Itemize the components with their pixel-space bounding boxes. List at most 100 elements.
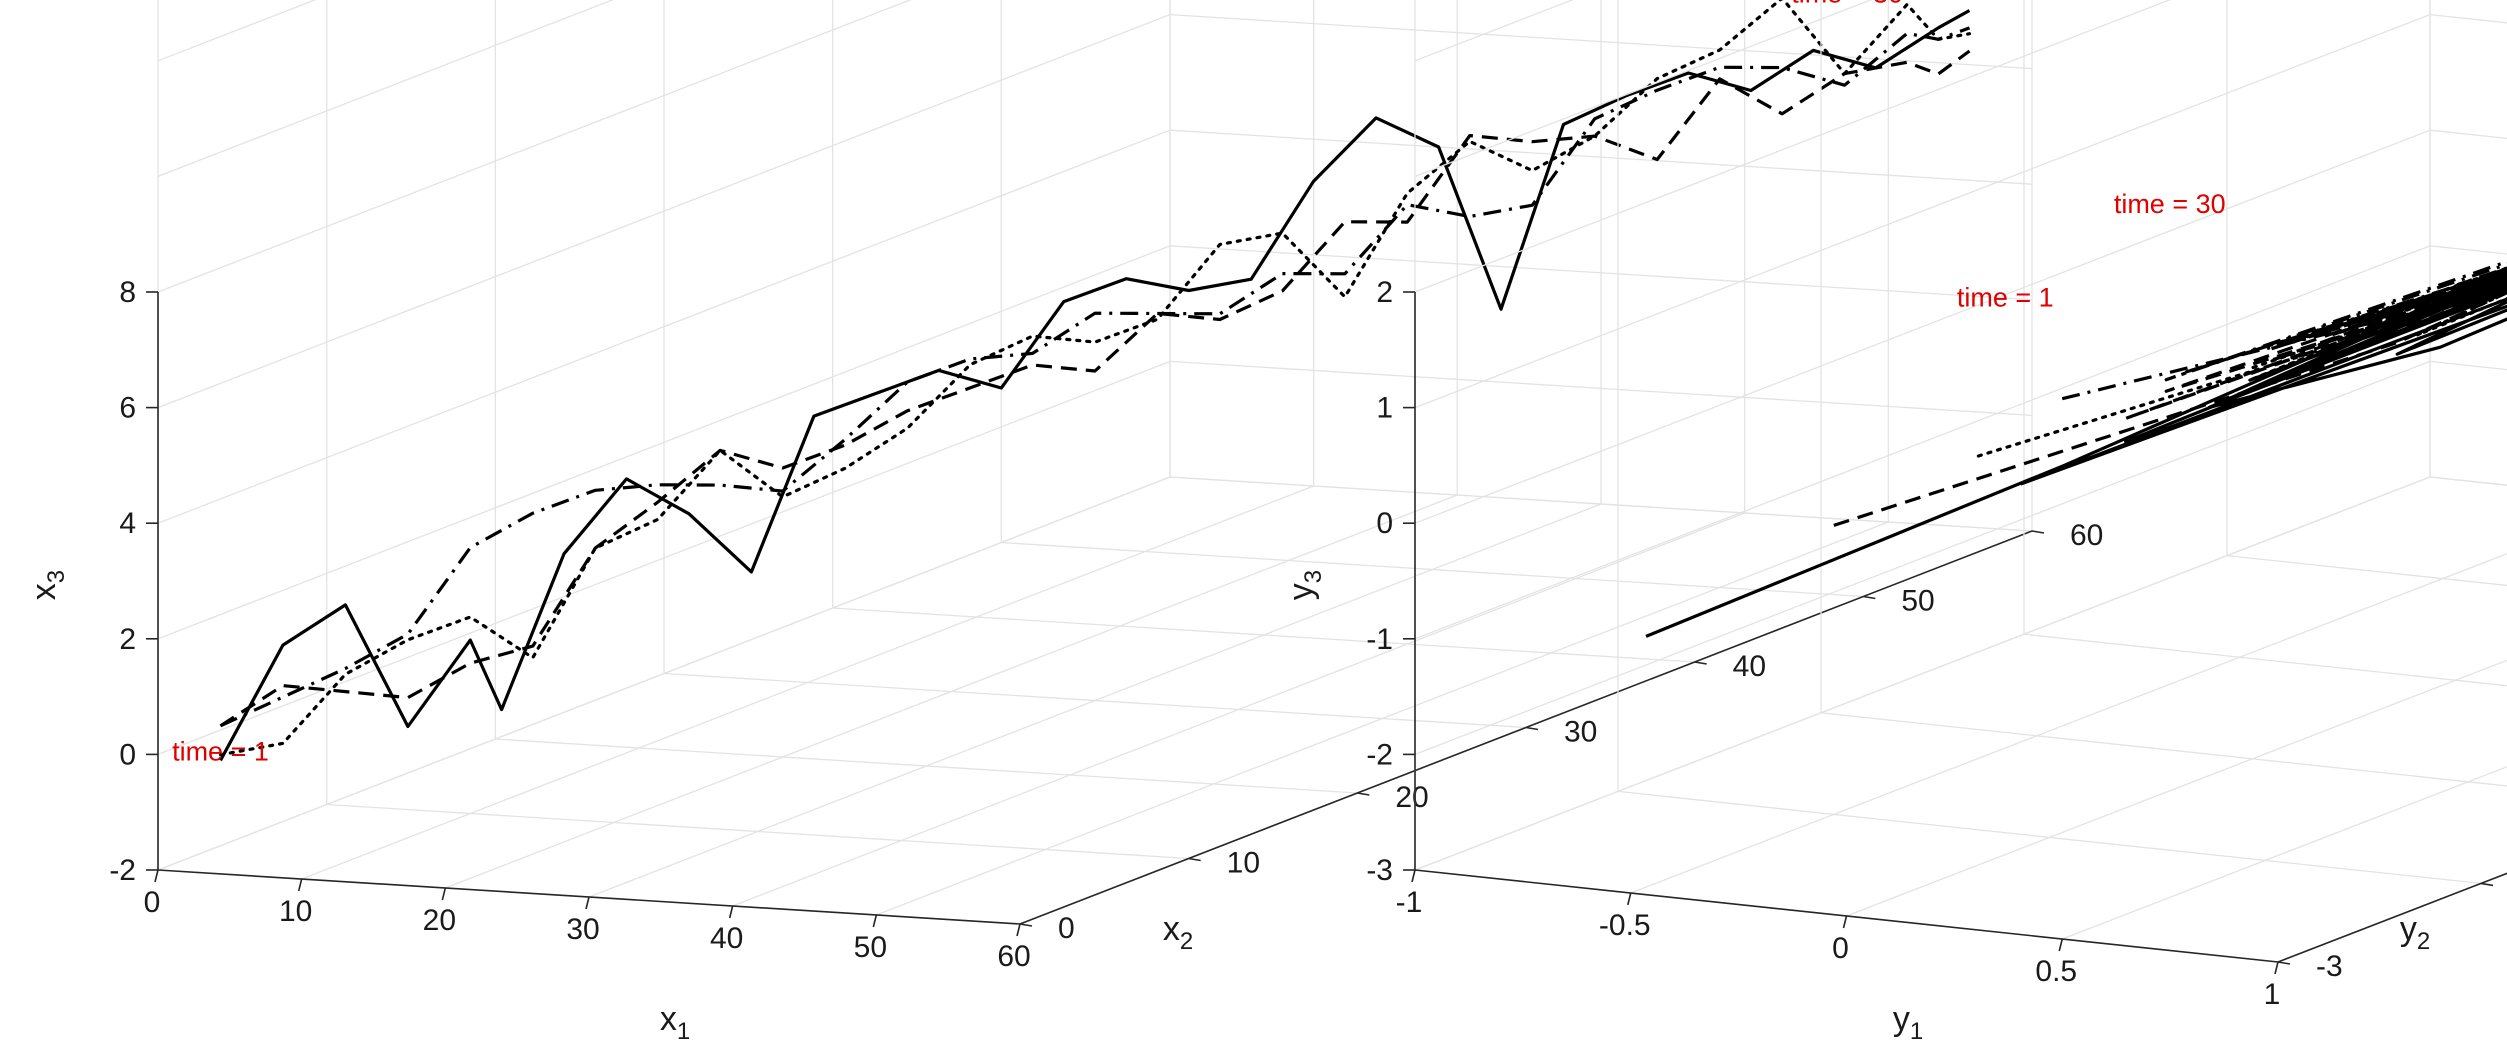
floor-gridline [663,672,1527,729]
x-tick-mark [2274,961,2279,975]
z-tick-label: 2 [1376,276,1393,309]
series-line-dotted [218,0,1972,757]
side-wall-gridline [1414,245,2431,640]
y-tick-mark [1863,595,1876,600]
z-tick-label: 4 [119,507,136,540]
side-wall-gridline [157,476,1171,871]
x-tick-label: 0.5 [2035,955,2077,988]
floor-gridline [1820,712,2507,787]
floor-gridline [1630,553,2507,894]
y-tick-mark [2031,530,2045,534]
y-axis-label-subscript: 2 [2417,928,2430,955]
y-tick-label: 60 [2070,519,2103,552]
side-wall-gridline [157,129,1171,524]
back-wall-gridline [2429,476,2507,486]
floor-gridline [832,607,1695,663]
x-axis-label-main: y [1893,1000,1910,1038]
x-tick-label: 40 [710,922,743,955]
back-wall-gridline [1169,360,2033,417]
z-tick-label: -2 [1366,738,1393,771]
z-axis-label-main: y [1282,583,1320,600]
x-tick-label: 50 [854,931,887,964]
x-tick-mark [585,896,590,910]
y-tick-mark [1019,923,1033,927]
y-tick-mark [2277,961,2291,965]
y-axis-line [2277,872,2507,963]
floor-gridline [2429,476,2507,486]
back-wall-gridline [2429,360,2507,371]
x-tick-label: 0 [144,886,161,919]
time-annotation: time = 30 [2114,189,2226,219]
z-axis-label-subscript: 3 [43,570,70,583]
x-tick-mark [441,887,447,901]
z-tick-label: 2 [119,623,136,656]
x-tick-mark [872,914,878,928]
x-axis-label-subscript: 1 [1910,1018,1923,1045]
z-axis-label-subscript: 3 [1300,570,1327,583]
x-tick-mark [728,905,734,919]
x-tick-mark [1016,923,1021,937]
side-wall-gridline [157,0,912,293]
z-tick-label: -2 [109,854,136,887]
x-tick-label: 20 [423,904,456,937]
floor-gridline [2023,633,2507,687]
floor-gridline [1617,790,2482,885]
x-tick-mark [1626,892,1632,906]
floor-gridline [2062,766,2507,940]
left-3d-line-plot: 0 10 20 30 40 50 600102030405060-202468x1x2x3t… [25,0,2103,1045]
z-tick-label: 0 [119,738,136,771]
floor-gridline [1001,541,1864,598]
x-tick-label: 30 [566,913,599,946]
x-axis-label: x1 [660,1000,690,1045]
floor-gridline [495,738,1358,794]
z-tick-label: 0 [1376,507,1393,540]
x-tick-mark [1411,869,1416,883]
y-tick-label: 20 [1395,781,1428,814]
y-axis-label: y2 [2400,910,2430,955]
x-tick-mark [297,878,303,892]
y-axis-label-main: y [2400,910,2417,948]
y-tick-mark [1188,857,1201,862]
z-tick-label: -3 [1366,854,1393,887]
x-tick-label: 60 [997,940,1030,973]
time-annotation: time = 1 [172,736,269,766]
floor-gridline [2226,554,2507,587]
y-tick-label: -3 [2316,950,2343,983]
right-3d-line-plot: -1-0.500.51-3-2-1012-3-2-1012y1y2y3time … [1282,0,2507,1045]
side-wall-gridline [1414,129,2431,524]
y-tick-mark [1694,661,1707,665]
back-wall-gridline [2429,129,2507,140]
z-tick-label: 1 [1376,392,1393,425]
y-tick-label: 10 [1227,847,1260,880]
side-wall-gridline [1414,360,2431,756]
x-tick-label: 0 [1832,932,1849,965]
x-axis-label: y1 [1893,1000,1923,1045]
y-tick-mark [1525,726,1539,731]
x-tick-label: -1 [1396,886,1423,919]
y-tick-label: 40 [1733,650,1766,683]
z-tick-label: 8 [119,276,136,309]
z-tick-label: 6 [119,392,136,425]
x-tick-mark [2058,938,2064,952]
x-axis-label-subscript: 1 [677,1018,690,1045]
side-wall-gridline [157,0,615,178]
back-wall-gridline [1169,245,2033,301]
z-axis-label: x3 [25,570,70,600]
x-axis-label-main: x [660,1000,677,1038]
floor-gridline [1846,659,2507,917]
side-wall-gridline [157,360,1171,756]
side-wall-gridline [1414,476,2431,871]
x-tick-label: -0.5 [1599,909,1651,942]
time-annotation: time = 30 [1791,0,1903,9]
y-axis-label-main: x [1163,910,1180,948]
side-wall-gridline [1414,0,2171,293]
y-tick-mark [2480,882,2494,887]
x-tick-label: 1 [2264,978,2281,1011]
y-axis-label-subscript: 2 [1180,928,1193,955]
floor-gridline [326,803,1189,860]
series-line-dashdot [219,26,1971,728]
time-annotation: time = 1 [1957,282,2054,312]
y-tick-mark [1357,792,1370,796]
y-axis-label: x2 [1163,910,1193,955]
